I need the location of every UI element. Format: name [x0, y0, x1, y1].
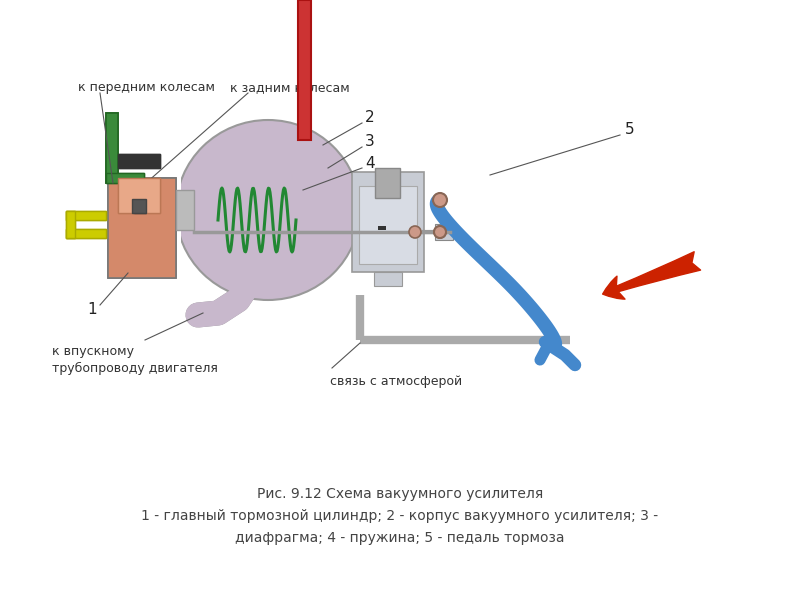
Circle shape [433, 193, 447, 207]
FancyBboxPatch shape [106, 173, 144, 183]
FancyBboxPatch shape [118, 178, 160, 213]
FancyBboxPatch shape [134, 201, 146, 213]
FancyBboxPatch shape [0, 115, 181, 305]
Ellipse shape [176, 120, 360, 300]
Text: 1: 1 [87, 302, 97, 317]
Text: к впускному
трубопроводу двигателя: к впускному трубопроводу двигателя [52, 345, 218, 375]
FancyBboxPatch shape [132, 199, 146, 213]
Text: 2: 2 [365, 110, 375, 125]
FancyBboxPatch shape [118, 178, 160, 213]
Circle shape [434, 226, 446, 238]
FancyBboxPatch shape [66, 229, 106, 238]
FancyBboxPatch shape [106, 113, 118, 183]
Text: диафрагма; 4 - пружина; 5 - педаль тормоза: диафрагма; 4 - пружина; 5 - педаль тормо… [235, 531, 565, 545]
FancyBboxPatch shape [118, 154, 160, 168]
FancyBboxPatch shape [352, 172, 424, 272]
FancyBboxPatch shape [106, 113, 118, 183]
FancyBboxPatch shape [66, 211, 75, 238]
FancyBboxPatch shape [378, 226, 386, 230]
Text: 5: 5 [625, 122, 635, 137]
FancyBboxPatch shape [66, 211, 75, 238]
FancyBboxPatch shape [298, 0, 311, 140]
Text: 4: 4 [365, 155, 375, 170]
Circle shape [434, 226, 446, 238]
FancyBboxPatch shape [359, 186, 417, 264]
Text: к передним колесам: к передним колесам [78, 82, 215, 94]
FancyBboxPatch shape [66, 211, 106, 220]
Text: к задним колесам: к задним колесам [230, 82, 350, 94]
FancyBboxPatch shape [435, 224, 453, 240]
Text: 1 - главный тормозной цилиндр; 2 - корпус вакуумного усилителя; 3 -: 1 - главный тормозной цилиндр; 2 - корпу… [142, 509, 658, 523]
Text: 3: 3 [365, 134, 375, 149]
FancyBboxPatch shape [108, 178, 176, 278]
Polygon shape [375, 168, 400, 198]
FancyBboxPatch shape [66, 211, 106, 220]
FancyBboxPatch shape [118, 154, 160, 168]
FancyBboxPatch shape [176, 190, 194, 230]
FancyBboxPatch shape [374, 272, 402, 286]
FancyBboxPatch shape [108, 178, 176, 278]
FancyBboxPatch shape [106, 173, 144, 183]
FancyBboxPatch shape [66, 229, 106, 238]
Text: связь с атмосферой: связь с атмосферой [330, 375, 462, 388]
Text: Рис. 9.12 Схема вакуумного усилителя: Рис. 9.12 Схема вакуумного усилителя [257, 487, 543, 501]
Circle shape [409, 226, 421, 238]
